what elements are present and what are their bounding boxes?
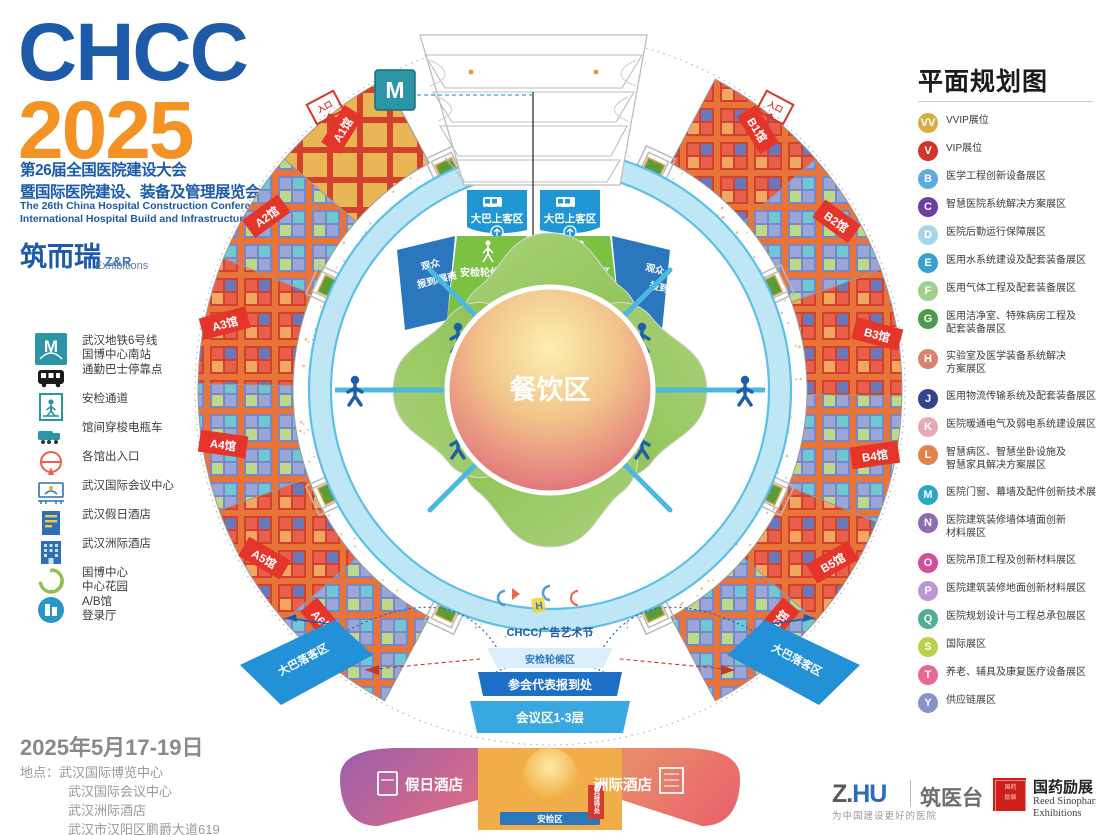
svg-text:假日酒店: 假日酒店 xyxy=(405,776,463,794)
svg-text:CHCC广告艺术节: CHCC广告艺术节 xyxy=(507,625,594,639)
svg-text:入口: 入口 xyxy=(765,99,784,115)
svg-text:M: M xyxy=(385,77,404,103)
svg-text:大巴上客区: 大巴上客区 xyxy=(544,212,597,225)
svg-text:参会代表报到处: 参会代表报到处 xyxy=(508,677,593,692)
svg-text:安检区: 安检区 xyxy=(537,814,563,824)
svg-text:会议区1-3层: 会议区1-3层 xyxy=(516,710,585,725)
svg-text:H: H xyxy=(535,601,544,613)
svg-text:大巴上客区: 大巴上客区 xyxy=(471,212,524,225)
svg-text:安检轮候区: 安检轮候区 xyxy=(525,653,575,666)
svg-text:餐饮区: 餐饮区 xyxy=(510,375,591,405)
svg-text:入口: 入口 xyxy=(315,99,334,115)
svg-text:洲际酒店: 洲际酒店 xyxy=(594,776,652,794)
